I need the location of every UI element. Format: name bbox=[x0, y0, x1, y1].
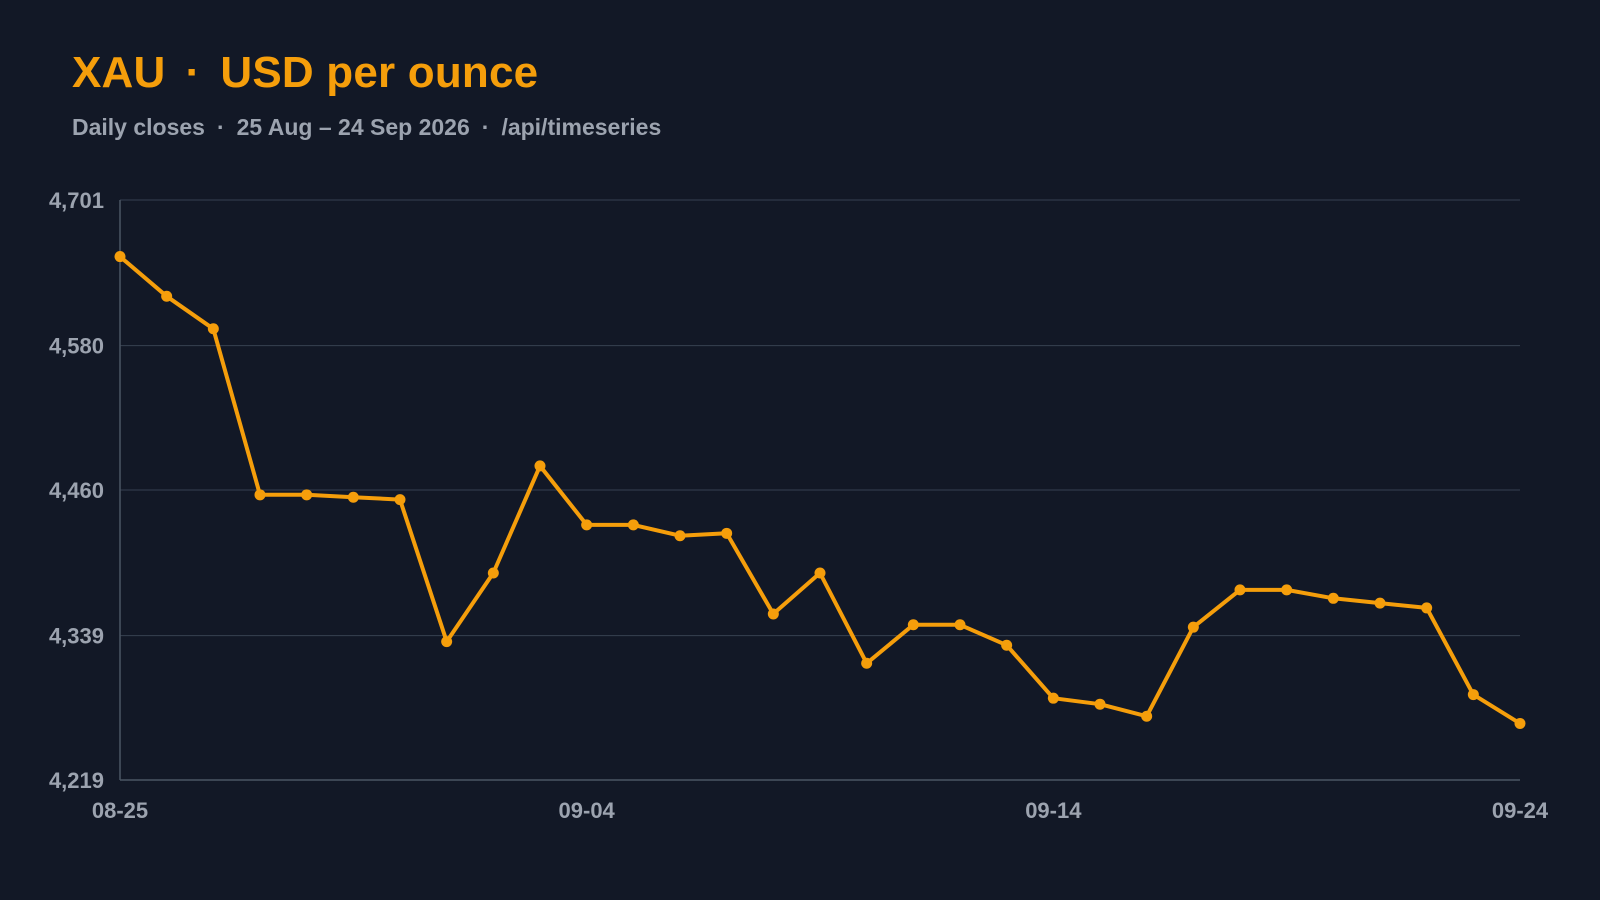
subtitle-separator: · bbox=[216, 114, 225, 140]
y-tick-label: 4,339 bbox=[49, 624, 104, 649]
grid-lines bbox=[120, 199, 1520, 637]
chart-subtitle: Daily closes · 25 Aug – 24 Sep 2026 · /api/t… bbox=[72, 114, 661, 141]
data-point bbox=[207, 323, 219, 335]
data-point bbox=[627, 519, 639, 531]
data-point bbox=[674, 530, 686, 542]
y-tick-label: 4,701 bbox=[49, 188, 104, 213]
axes bbox=[119, 200, 1520, 781]
subtitle-date-range: 25 Aug – 24 Sep 2026 bbox=[236, 114, 470, 140]
data-point bbox=[1374, 597, 1386, 609]
data-point bbox=[581, 519, 593, 531]
data-point bbox=[161, 290, 173, 302]
symbol-label: XAU bbox=[72, 48, 166, 97]
data-point bbox=[1141, 710, 1153, 722]
y-tick-label: 4,580 bbox=[49, 334, 104, 359]
x-tick-label: 09-24 bbox=[1492, 798, 1549, 823]
data-point bbox=[1234, 584, 1246, 596]
data-point bbox=[721, 527, 733, 539]
data-point bbox=[1421, 602, 1433, 614]
data-point bbox=[1281, 584, 1293, 596]
data-point bbox=[301, 489, 313, 501]
data-point bbox=[1047, 692, 1059, 704]
y-tick-label: 4,219 bbox=[49, 768, 104, 793]
data-point bbox=[814, 567, 826, 579]
data-point bbox=[347, 491, 359, 503]
data-point bbox=[1094, 698, 1106, 710]
data-point bbox=[487, 567, 499, 579]
subtitle-separator: · bbox=[481, 114, 490, 140]
data-point bbox=[1514, 717, 1526, 729]
data-point bbox=[1187, 621, 1199, 633]
y-axis-ticks: 4,219 4,339 4,460 4,580 4,701 bbox=[49, 188, 104, 793]
data-point bbox=[767, 608, 779, 620]
x-axis-ticks: 08-25 09-04 09-14 09-24 bbox=[92, 798, 1549, 823]
title-separator: · bbox=[185, 48, 201, 97]
data-point bbox=[1001, 639, 1013, 651]
subtitle-endpoint: /api/timeseries bbox=[501, 114, 662, 140]
subtitle-frequency: Daily closes bbox=[72, 114, 205, 140]
data-point bbox=[861, 657, 873, 669]
data-point bbox=[907, 619, 919, 631]
data-point bbox=[114, 251, 126, 263]
data-point bbox=[441, 636, 453, 648]
x-tick-label: 09-14 bbox=[1025, 798, 1082, 823]
data-point bbox=[254, 489, 266, 501]
x-tick-label: 09-04 bbox=[559, 798, 616, 823]
data-point bbox=[534, 460, 546, 472]
y-tick-label: 4,460 bbox=[49, 478, 104, 503]
data-point bbox=[1327, 592, 1339, 604]
x-tick-label: 08-25 bbox=[92, 798, 148, 823]
data-points bbox=[114, 251, 1526, 729]
data-point bbox=[394, 494, 406, 506]
data-point bbox=[1467, 689, 1479, 701]
unit-label: USD per ounce bbox=[220, 48, 539, 97]
chart-title: XAU · USD per ounce bbox=[72, 48, 538, 98]
data-point bbox=[954, 619, 966, 631]
